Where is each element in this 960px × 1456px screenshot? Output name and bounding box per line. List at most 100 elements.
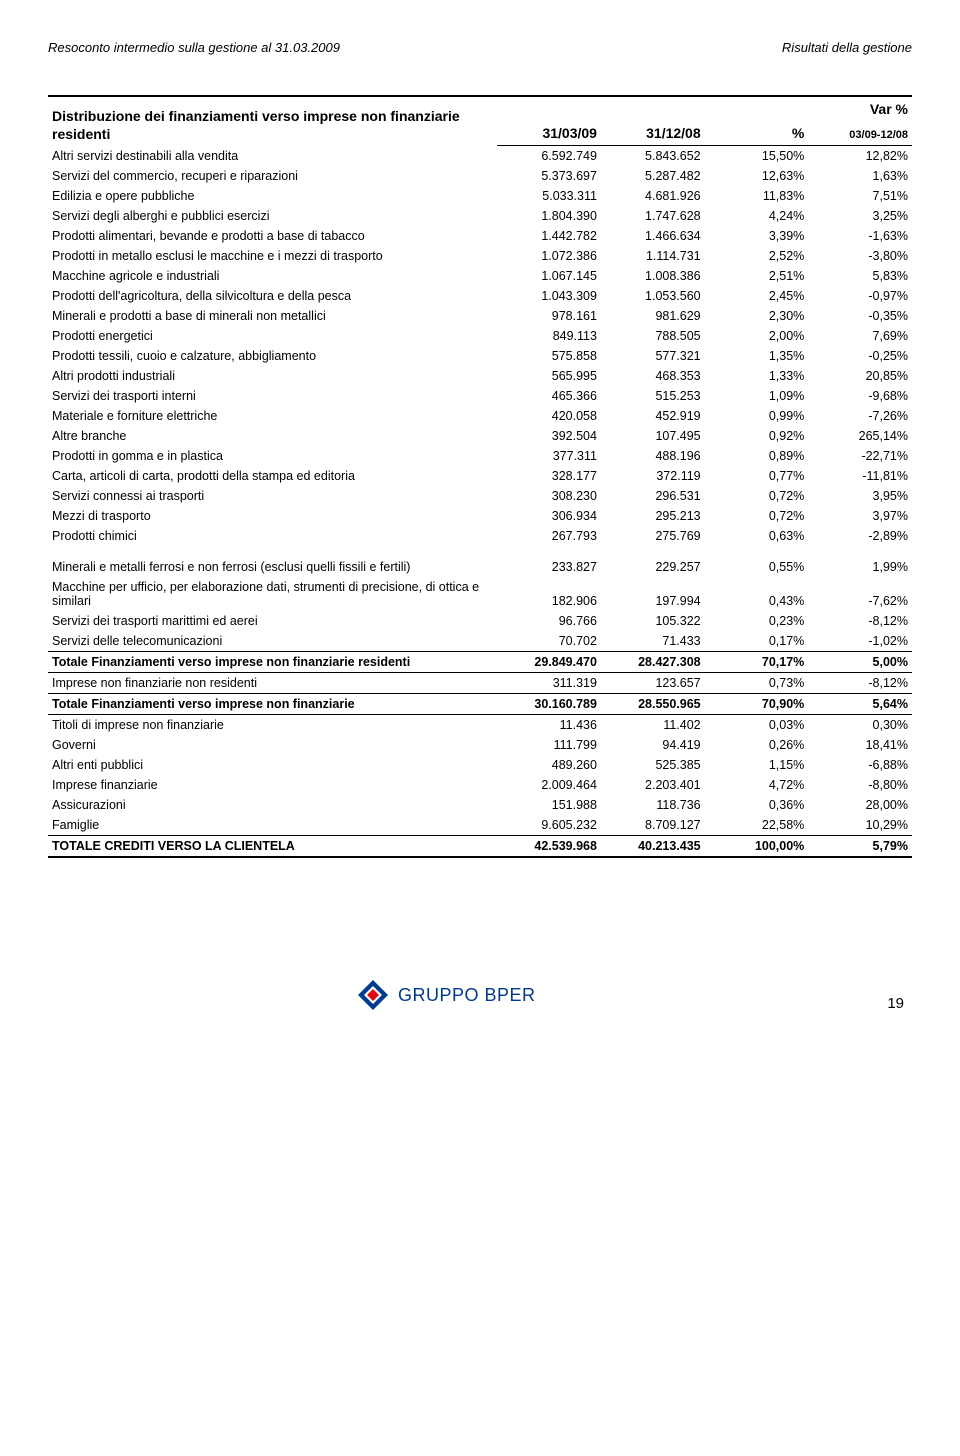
table-cell: Altri prodotti industriali — [48, 366, 497, 386]
table-cell: Minerali e metalli ferrosi e non ferrosi… — [48, 546, 497, 577]
table-cell: 71.433 — [601, 631, 705, 652]
table-cell: 2,45% — [705, 286, 809, 306]
table-title-1: Distribuzione dei finanziamenti verso im… — [52, 108, 460, 124]
table-cell: 306.934 — [497, 506, 601, 526]
table-cell: 18,41% — [808, 735, 912, 755]
table-cell: 0,99% — [705, 406, 809, 426]
table-cell: 9.605.232 — [497, 815, 601, 836]
financing-table: Distribuzione dei finanziamenti verso im… — [48, 95, 912, 858]
col-header-2: 31/12/08 — [601, 121, 705, 146]
table-cell: 0,17% — [705, 631, 809, 652]
page-number: 19 — [887, 995, 904, 1012]
table-cell: 0,63% — [705, 526, 809, 546]
table-cell: 420.058 — [497, 406, 601, 426]
table-cell: 11,83% — [705, 186, 809, 206]
table-cell: 197.994 — [601, 577, 705, 611]
table-cell: Titoli di imprese non finanziarie — [48, 715, 497, 736]
table-cell: -1,02% — [808, 631, 912, 652]
table-cell: Imprese finanziarie — [48, 775, 497, 795]
total-label: TOTALE CREDITI VERSO LA CLIENTELA — [48, 836, 497, 858]
table-cell: 1,15% — [705, 755, 809, 775]
header-right: Risultati della gestione — [782, 40, 912, 55]
table-cell: 12,63% — [705, 166, 809, 186]
table-cell: 328.177 — [497, 466, 601, 486]
table-cell: -0,25% — [808, 346, 912, 366]
table-cell: 0,43% — [705, 577, 809, 611]
table-cell: 70.702 — [497, 631, 601, 652]
table-cell: 233.827 — [497, 546, 601, 577]
page-header: Resoconto intermedio sulla gestione al 3… — [48, 40, 912, 55]
subtotal1-pct: 70,17% — [705, 652, 809, 673]
table-cell: 1.053.560 — [601, 286, 705, 306]
table-cell: 1.804.390 — [497, 206, 601, 226]
table-cell: 10,29% — [808, 815, 912, 836]
total-var: 5,79% — [808, 836, 912, 858]
table-cell: 4,72% — [705, 775, 809, 795]
table-cell: -0,97% — [808, 286, 912, 306]
table-cell: Assicurazioni — [48, 795, 497, 815]
nonres-v2: 123.657 — [601, 673, 705, 694]
table-cell: 267.793 — [497, 526, 601, 546]
table-cell: 7,69% — [808, 326, 912, 346]
table-cell: Edilizia e opere pubbliche — [48, 186, 497, 206]
col-header-3: % — [705, 121, 809, 146]
table-cell: 295.213 — [601, 506, 705, 526]
table-cell: 5.033.311 — [497, 186, 601, 206]
subtotal1-label: Totale Finanziamenti verso imprese non f… — [48, 652, 497, 673]
table-cell: 6.592.749 — [497, 146, 601, 167]
table-cell: 275.769 — [601, 526, 705, 546]
table-cell: 0,89% — [705, 446, 809, 466]
subtotal1-v1: 29.849.470 — [497, 652, 601, 673]
table-cell: 7,51% — [808, 186, 912, 206]
table-cell: Servizi delle telecomunicazioni — [48, 631, 497, 652]
bper-logo-icon — [356, 978, 390, 1012]
table-cell: 452.919 — [601, 406, 705, 426]
table-cell: -6,88% — [808, 755, 912, 775]
table-cell: 0,72% — [705, 486, 809, 506]
nonres-label: Imprese non finanziarie non residenti — [48, 673, 497, 694]
table-cell: 0,77% — [705, 466, 809, 486]
table-cell: Prodotti energetici — [48, 326, 497, 346]
subtotal2-var: 5,64% — [808, 694, 912, 715]
table-cell: Prodotti alimentari, bevande e prodotti … — [48, 226, 497, 246]
table-cell: 118.736 — [601, 795, 705, 815]
table-title-2: residenti — [52, 126, 110, 142]
table-cell: 1,33% — [705, 366, 809, 386]
total-v1: 42.539.968 — [497, 836, 601, 858]
table-cell: 8.709.127 — [601, 815, 705, 836]
table-cell: 15,50% — [705, 146, 809, 167]
table-cell: 565.995 — [497, 366, 601, 386]
col-header-1: 31/03/09 — [497, 121, 601, 146]
total-pct: 100,00% — [705, 836, 809, 858]
table-cell: 465.366 — [497, 386, 601, 406]
table-cell: 4.681.926 — [601, 186, 705, 206]
table-cell: 296.531 — [601, 486, 705, 506]
table-cell: Prodotti dell'agricoltura, della silvico… — [48, 286, 497, 306]
table-cell: 96.766 — [497, 611, 601, 631]
table-cell: 849.113 — [497, 326, 601, 346]
table-cell: -2,89% — [808, 526, 912, 546]
table-cell: Governi — [48, 735, 497, 755]
table-cell: Altre branche — [48, 426, 497, 446]
table-cell: 22,58% — [705, 815, 809, 836]
table-cell: 0,26% — [705, 735, 809, 755]
table-cell: 11.436 — [497, 715, 601, 736]
table-cell: 5,83% — [808, 266, 912, 286]
table-cell: 229.257 — [601, 546, 705, 577]
table-cell: Macchine per ufficio, per elaborazione d… — [48, 577, 497, 611]
table-cell: 0,72% — [705, 506, 809, 526]
table-cell: 0,36% — [705, 795, 809, 815]
subtotal2-v1: 30.160.789 — [497, 694, 601, 715]
table-cell: 107.495 — [601, 426, 705, 446]
table-cell: 3,25% — [808, 206, 912, 226]
table-cell: 1.442.782 — [497, 226, 601, 246]
table-cell: 2,30% — [705, 306, 809, 326]
table-cell: Prodotti in gomma e in plastica — [48, 446, 497, 466]
table-cell: Famiglie — [48, 815, 497, 836]
table-cell: Carta, articoli di carta, prodotti della… — [48, 466, 497, 486]
subtotal2-pct: 70,90% — [705, 694, 809, 715]
table-cell: -1,63% — [808, 226, 912, 246]
table-cell: -7,62% — [808, 577, 912, 611]
table-cell: 2.009.464 — [497, 775, 601, 795]
table-cell: 151.988 — [497, 795, 601, 815]
